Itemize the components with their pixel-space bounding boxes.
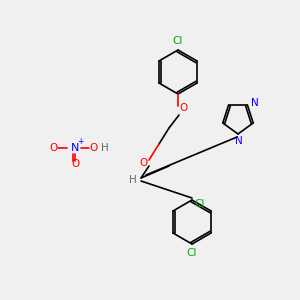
Text: O: O [89, 143, 97, 153]
Text: +: + [77, 136, 83, 146]
Text: N: N [235, 136, 243, 146]
Text: O: O [179, 103, 187, 113]
Text: Cl: Cl [187, 248, 197, 258]
Text: O: O [139, 158, 147, 168]
Text: -: - [59, 143, 63, 152]
Text: O: O [71, 159, 79, 169]
Text: N: N [250, 98, 258, 108]
Text: H: H [101, 143, 109, 153]
Text: H: H [129, 175, 137, 185]
Text: Cl: Cl [173, 36, 183, 46]
Text: Cl: Cl [195, 199, 205, 209]
Text: O: O [49, 143, 57, 153]
Text: N: N [71, 143, 79, 153]
